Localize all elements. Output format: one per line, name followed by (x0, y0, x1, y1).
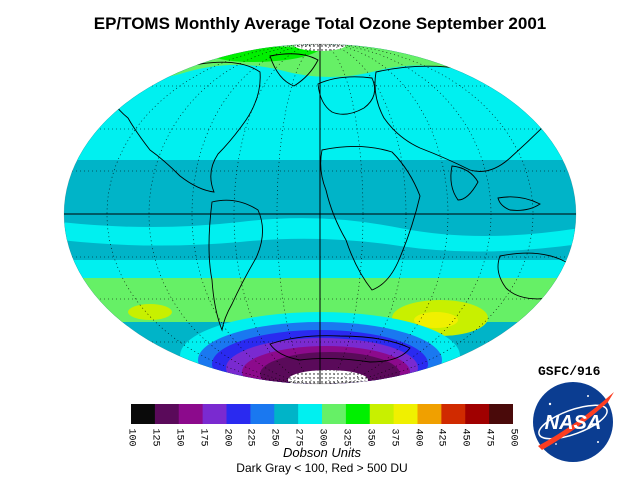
color-swatch (441, 404, 466, 424)
color-swatch (489, 404, 513, 424)
ozone-map (63, 43, 577, 385)
globe-outline (63, 43, 577, 385)
color-swatch (226, 404, 251, 424)
color-swatch (322, 404, 347, 424)
color-swatch (369, 404, 395, 424)
color-swatch (178, 404, 204, 424)
color-swatch (274, 404, 299, 424)
nasa-logo-text: NASA (545, 412, 602, 434)
color-swatch (345, 404, 371, 424)
south-pole-nodata (288, 370, 368, 384)
units-label: Dobson Units (282, 445, 362, 460)
credit-label: GSFC/916 (538, 364, 601, 379)
color-swatch (393, 404, 419, 424)
nasa-logo: NASA (533, 382, 614, 462)
color-swatch (202, 404, 228, 424)
color-swatch (154, 404, 180, 424)
color-swatch (131, 404, 156, 424)
ozone-high-patch-west (128, 304, 172, 320)
ozone-high-core (414, 312, 458, 328)
color-swatch (298, 404, 323, 424)
map-title: EP/TOMS Monthly Average Total Ozone Sept… (93, 14, 547, 33)
color-swatch (250, 404, 275, 424)
color-swatch (417, 404, 442, 424)
color-scale-bar (131, 404, 513, 424)
color-swatch (465, 404, 490, 424)
range-note: Dark Gray < 100, Red > 500 DU (236, 461, 408, 475)
